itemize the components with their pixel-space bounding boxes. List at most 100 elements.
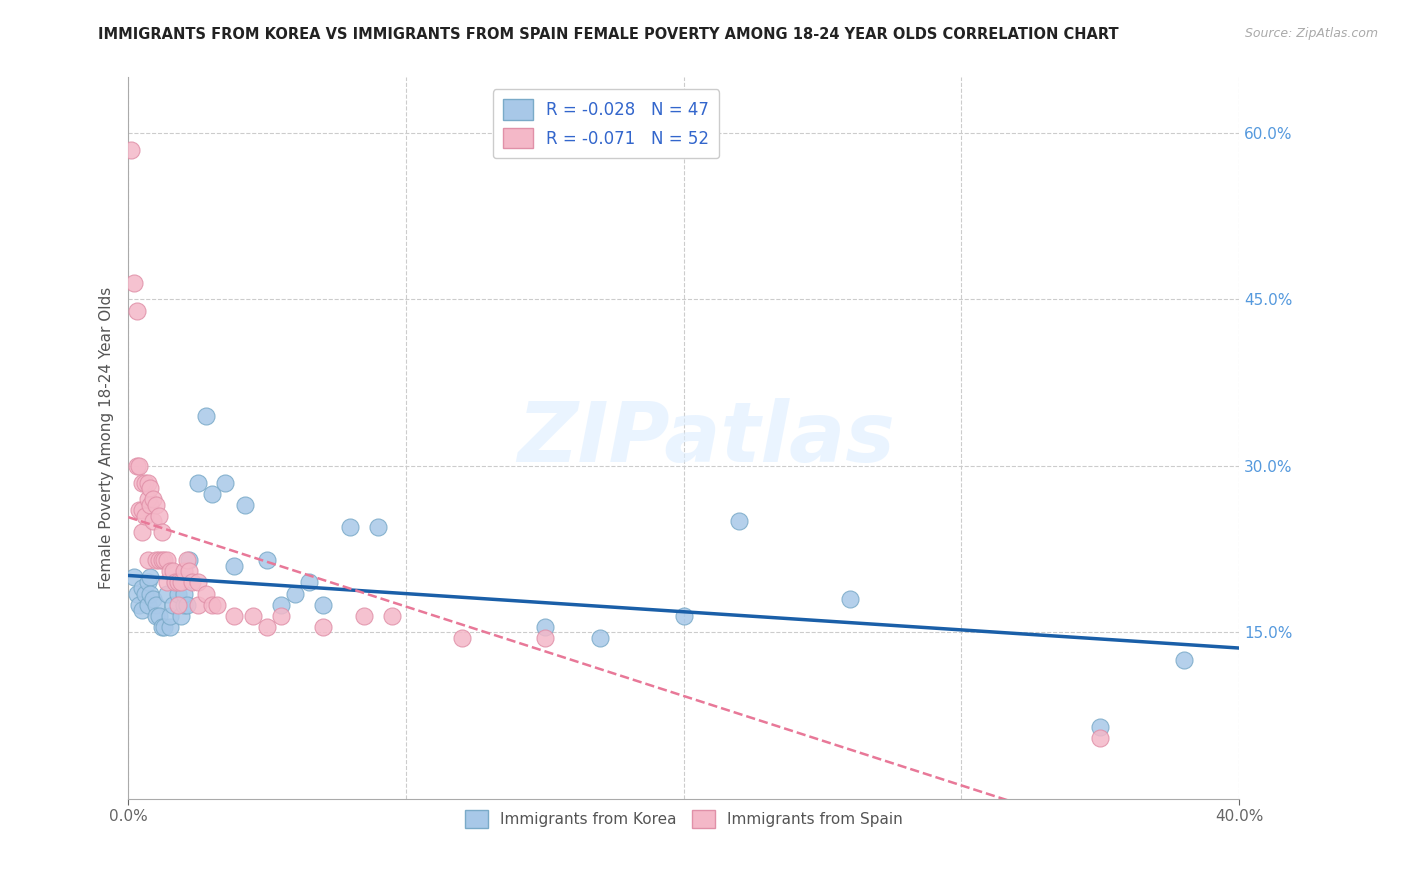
- Point: [187, 475, 209, 490]
- Point: [145, 498, 167, 512]
- Point: [134, 586, 156, 600]
- Point: [173, 598, 195, 612]
- Point: [1173, 653, 1195, 667]
- Point: [131, 525, 153, 540]
- Point: [131, 503, 153, 517]
- Point: [131, 475, 153, 490]
- Point: [128, 458, 150, 473]
- Point: [148, 508, 170, 523]
- Point: [176, 553, 198, 567]
- Point: [153, 620, 176, 634]
- Point: [122, 276, 145, 290]
- Point: [125, 458, 148, 473]
- Point: [195, 409, 218, 423]
- Point: [150, 620, 173, 634]
- Point: [339, 520, 361, 534]
- Point: [256, 620, 278, 634]
- Text: IMMIGRANTS FROM KOREA VS IMMIGRANTS FROM SPAIN FEMALE POVERTY AMONG 18-24 YEAR O: IMMIGRANTS FROM KOREA VS IMMIGRANTS FROM…: [98, 27, 1119, 42]
- Point: [120, 143, 142, 157]
- Point: [136, 598, 159, 612]
- Point: [156, 575, 179, 590]
- Point: [159, 620, 181, 634]
- Point: [150, 553, 173, 567]
- Point: [589, 631, 612, 645]
- Point: [839, 592, 862, 607]
- Point: [139, 586, 162, 600]
- Point: [139, 570, 162, 584]
- Point: [170, 575, 193, 590]
- Point: [156, 586, 179, 600]
- Point: [256, 553, 278, 567]
- Point: [195, 586, 218, 600]
- Point: [311, 598, 333, 612]
- Point: [125, 303, 148, 318]
- Legend: Immigrants from Korea, Immigrants from Spain: Immigrants from Korea, Immigrants from S…: [458, 804, 908, 835]
- Text: ZIPatlas: ZIPatlas: [517, 398, 894, 479]
- Point: [128, 503, 150, 517]
- Point: [159, 564, 181, 578]
- Point: [148, 553, 170, 567]
- Point: [205, 598, 228, 612]
- Point: [167, 598, 190, 612]
- Point: [145, 598, 167, 612]
- Point: [1090, 731, 1112, 745]
- Point: [136, 475, 159, 490]
- Point: [187, 575, 209, 590]
- Point: [134, 508, 156, 523]
- Point: [136, 492, 159, 507]
- Point: [298, 575, 321, 590]
- Text: Source: ZipAtlas.com: Source: ZipAtlas.com: [1244, 27, 1378, 40]
- Point: [139, 498, 162, 512]
- Point: [233, 498, 256, 512]
- Point: [148, 608, 170, 623]
- Point: [162, 598, 184, 612]
- Point: [179, 553, 201, 567]
- Point: [173, 586, 195, 600]
- Point: [165, 575, 187, 590]
- Point: [176, 598, 198, 612]
- Point: [167, 586, 190, 600]
- Point: [450, 631, 472, 645]
- Point: [381, 608, 404, 623]
- Point: [139, 481, 162, 495]
- Point: [145, 553, 167, 567]
- Point: [125, 586, 148, 600]
- Point: [353, 608, 375, 623]
- Y-axis label: Female Poverty Among 18-24 Year Olds: Female Poverty Among 18-24 Year Olds: [100, 287, 114, 590]
- Point: [311, 620, 333, 634]
- Point: [534, 620, 557, 634]
- Point: [187, 598, 209, 612]
- Point: [534, 631, 557, 645]
- Point: [153, 553, 176, 567]
- Point: [128, 598, 150, 612]
- Point: [173, 564, 195, 578]
- Point: [131, 581, 153, 595]
- Point: [179, 564, 201, 578]
- Point: [156, 553, 179, 567]
- Point: [159, 608, 181, 623]
- Point: [222, 558, 245, 573]
- Point: [167, 575, 190, 590]
- Point: [1090, 720, 1112, 734]
- Point: [270, 598, 292, 612]
- Point: [145, 608, 167, 623]
- Point: [170, 608, 193, 623]
- Point: [367, 520, 389, 534]
- Point: [122, 570, 145, 584]
- Point: [136, 575, 159, 590]
- Point: [222, 608, 245, 623]
- Point: [162, 564, 184, 578]
- Point: [200, 486, 222, 500]
- Point: [134, 475, 156, 490]
- Point: [728, 514, 751, 528]
- Point: [181, 575, 204, 590]
- Point: [136, 553, 159, 567]
- Point: [284, 586, 307, 600]
- Point: [242, 608, 264, 623]
- Point: [150, 525, 173, 540]
- Point: [270, 608, 292, 623]
- Point: [165, 575, 187, 590]
- Point: [200, 598, 222, 612]
- Point: [142, 492, 165, 507]
- Point: [672, 608, 695, 623]
